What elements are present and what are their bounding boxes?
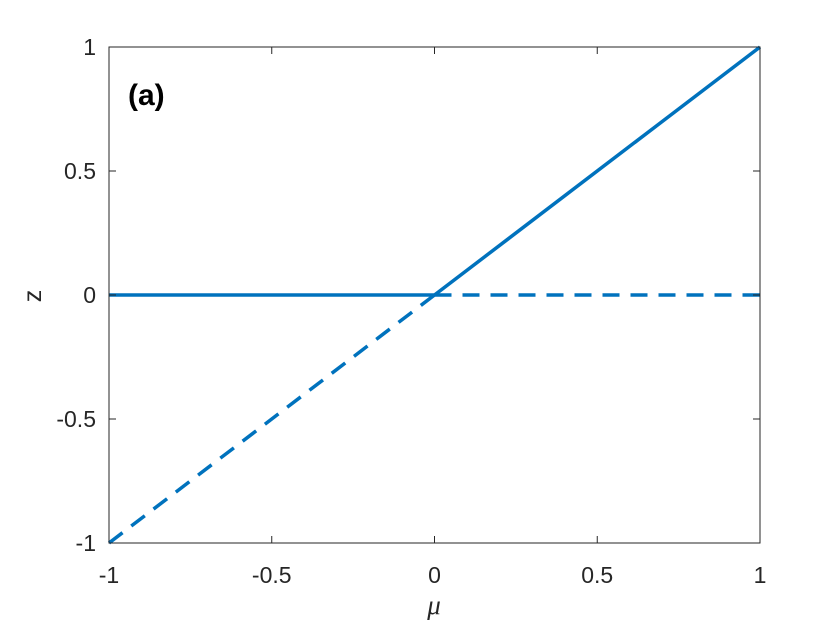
y-axis-label: z [19, 290, 47, 303]
panel-label: (a) [128, 79, 165, 112]
y-tick-label: -0.5 [56, 406, 96, 432]
y-tick-label: 0.5 [64, 158, 96, 184]
x-tick-label: -0.5 [252, 562, 292, 588]
series-line-3-dashed [107, 293, 436, 545]
y-tick-label: -1 [76, 530, 96, 556]
y-tick-label: 0 [83, 282, 96, 308]
axes-box [108, 46, 761, 544]
y-tick-label: 1 [83, 34, 96, 60]
x-tick-label: 0 [428, 562, 441, 588]
series-layer [107, 45, 762, 545]
x-tick-label: 1 [754, 562, 767, 588]
series-line-2-solid [433, 45, 762, 297]
x-tick-label: -1 [99, 562, 119, 588]
x-axis-label: μ [426, 590, 441, 620]
tick-labels-layer: -1 -0.5 0 0.5 1 -1 -0.5 0 0.5 1 [56, 34, 766, 588]
x-tick-label: 0.5 [581, 562, 613, 588]
